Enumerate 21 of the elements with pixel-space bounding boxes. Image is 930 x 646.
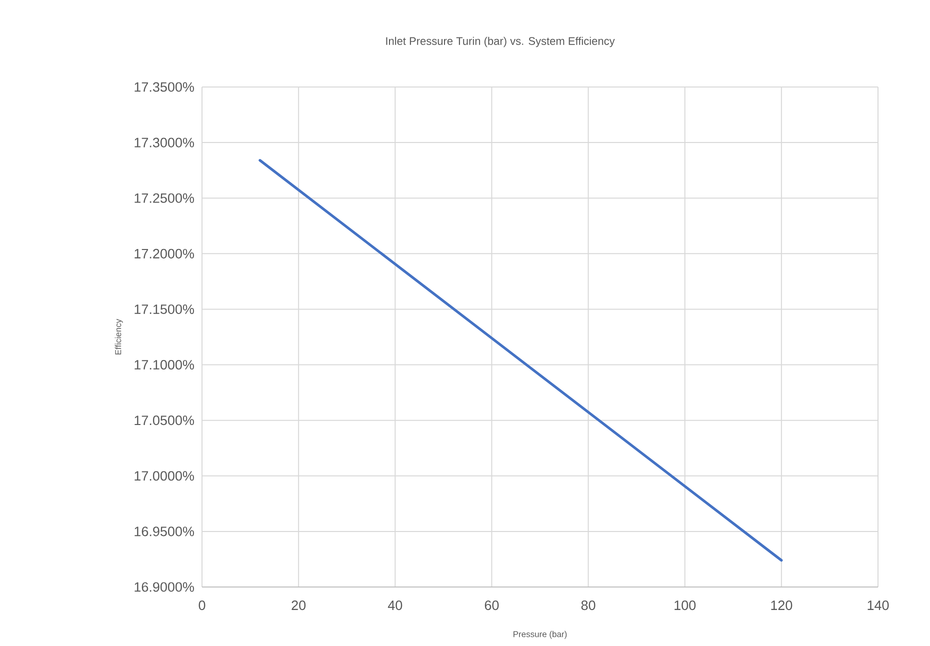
y-tick-label: 17.2500% bbox=[134, 193, 194, 203]
y-tick-label: 17.2000% bbox=[134, 248, 194, 258]
y-tick-label: 17.0500% bbox=[134, 416, 194, 426]
x-tick-label: 60 bbox=[484, 600, 499, 610]
y-tick-label: 17.1000% bbox=[134, 360, 194, 370]
y-tick-label: 17.0000% bbox=[134, 471, 194, 481]
x-tick-label: 140 bbox=[868, 600, 889, 610]
x-tick-label: 40 bbox=[388, 600, 402, 610]
y-tick-label: 17.3500% bbox=[134, 82, 194, 92]
y-axis-title: Efficiency bbox=[114, 318, 123, 354]
y-tick-label: 17.1500% bbox=[134, 304, 194, 314]
y-tick-label: 16.9000% bbox=[134, 582, 194, 592]
x-tick-label: 20 bbox=[292, 600, 306, 610]
x-tick-label: 100 bbox=[674, 600, 696, 610]
chart-title: Inlet Pressure Turin (bar) vs. System Efficiency bbox=[386, 36, 615, 48]
x-tick-label: 120 bbox=[771, 600, 792, 610]
x-tick-label: 0 bbox=[198, 600, 206, 610]
y-tick-label: 17.3000% bbox=[134, 138, 194, 148]
x-axis-title: Pressure (bar) bbox=[514, 630, 567, 639]
x-tick-label: 80 bbox=[581, 600, 596, 610]
y-tick-label: 16.9500% bbox=[134, 526, 194, 536]
